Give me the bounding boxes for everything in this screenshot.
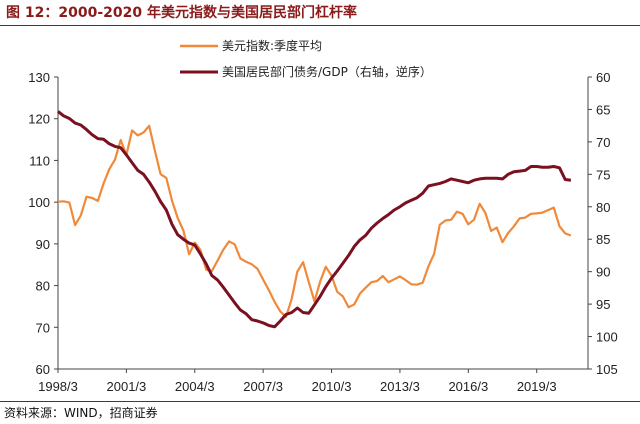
x-tick-label: 2007/3 (243, 379, 283, 394)
right-tick-label: 80 (596, 200, 610, 215)
right-tick-label: 105 (596, 362, 618, 377)
right-tick-label: 95 (596, 297, 610, 312)
left-tick-label: 60 (36, 362, 50, 377)
series-line-household-debt (57, 110, 572, 329)
left-tick-label: 100 (28, 195, 50, 210)
series-line-dollar-index (57, 124, 572, 318)
legend: 美元指数:季度平均 美国居民部门债务/GDP（右轴，逆序） (180, 38, 432, 79)
source-note: 资料来源：WIND，招商证券 (4, 406, 158, 420)
legend-label-a: 美元指数:季度平均 (222, 38, 322, 53)
x-tick-label: 2010/3 (312, 379, 352, 394)
right-tick-label: 65 (596, 102, 610, 117)
right-tick-label: 90 (596, 265, 610, 280)
axes: 60 70 80 90 100 110 120 130 60 65 70 75 80 85 90 95 100 1… (28, 70, 617, 394)
chart-title: 图 12：2000-2020 年美元指数与美国居民部门杠杆率 (6, 5, 357, 21)
x-tick-label: 1998/3 (38, 379, 78, 394)
x-tick-label: 2001/3 (107, 379, 147, 394)
title-rule (0, 25, 640, 26)
x-tick-label: 2019/3 (517, 379, 557, 394)
source-rule (0, 401, 640, 402)
right-tick-label: 60 (596, 70, 610, 85)
left-tick-label: 70 (36, 320, 50, 335)
right-tick-label: 75 (596, 167, 610, 182)
left-tick-label: 130 (28, 70, 50, 85)
series-lines (57, 110, 572, 329)
chart: 60 70 80 90 100 110 120 130 60 65 70 75 80 85 90 95 100 1… (28, 38, 617, 394)
right-tick-label: 100 (596, 330, 618, 345)
legend-label-b: 美国居民部门债务/GDP（右轴，逆序） (222, 64, 432, 79)
left-tick-label: 80 (36, 279, 50, 294)
x-tick-label: 2004/3 (175, 379, 215, 394)
x-tick-label: 2013/3 (380, 379, 420, 394)
right-tick-label: 85 (596, 232, 610, 247)
left-tick-label: 90 (36, 237, 50, 252)
left-tick-label: 120 (28, 112, 50, 127)
right-tick-label: 70 (596, 135, 610, 150)
x-tick-label: 2016/3 (448, 379, 488, 394)
left-tick-label: 110 (29, 153, 50, 168)
